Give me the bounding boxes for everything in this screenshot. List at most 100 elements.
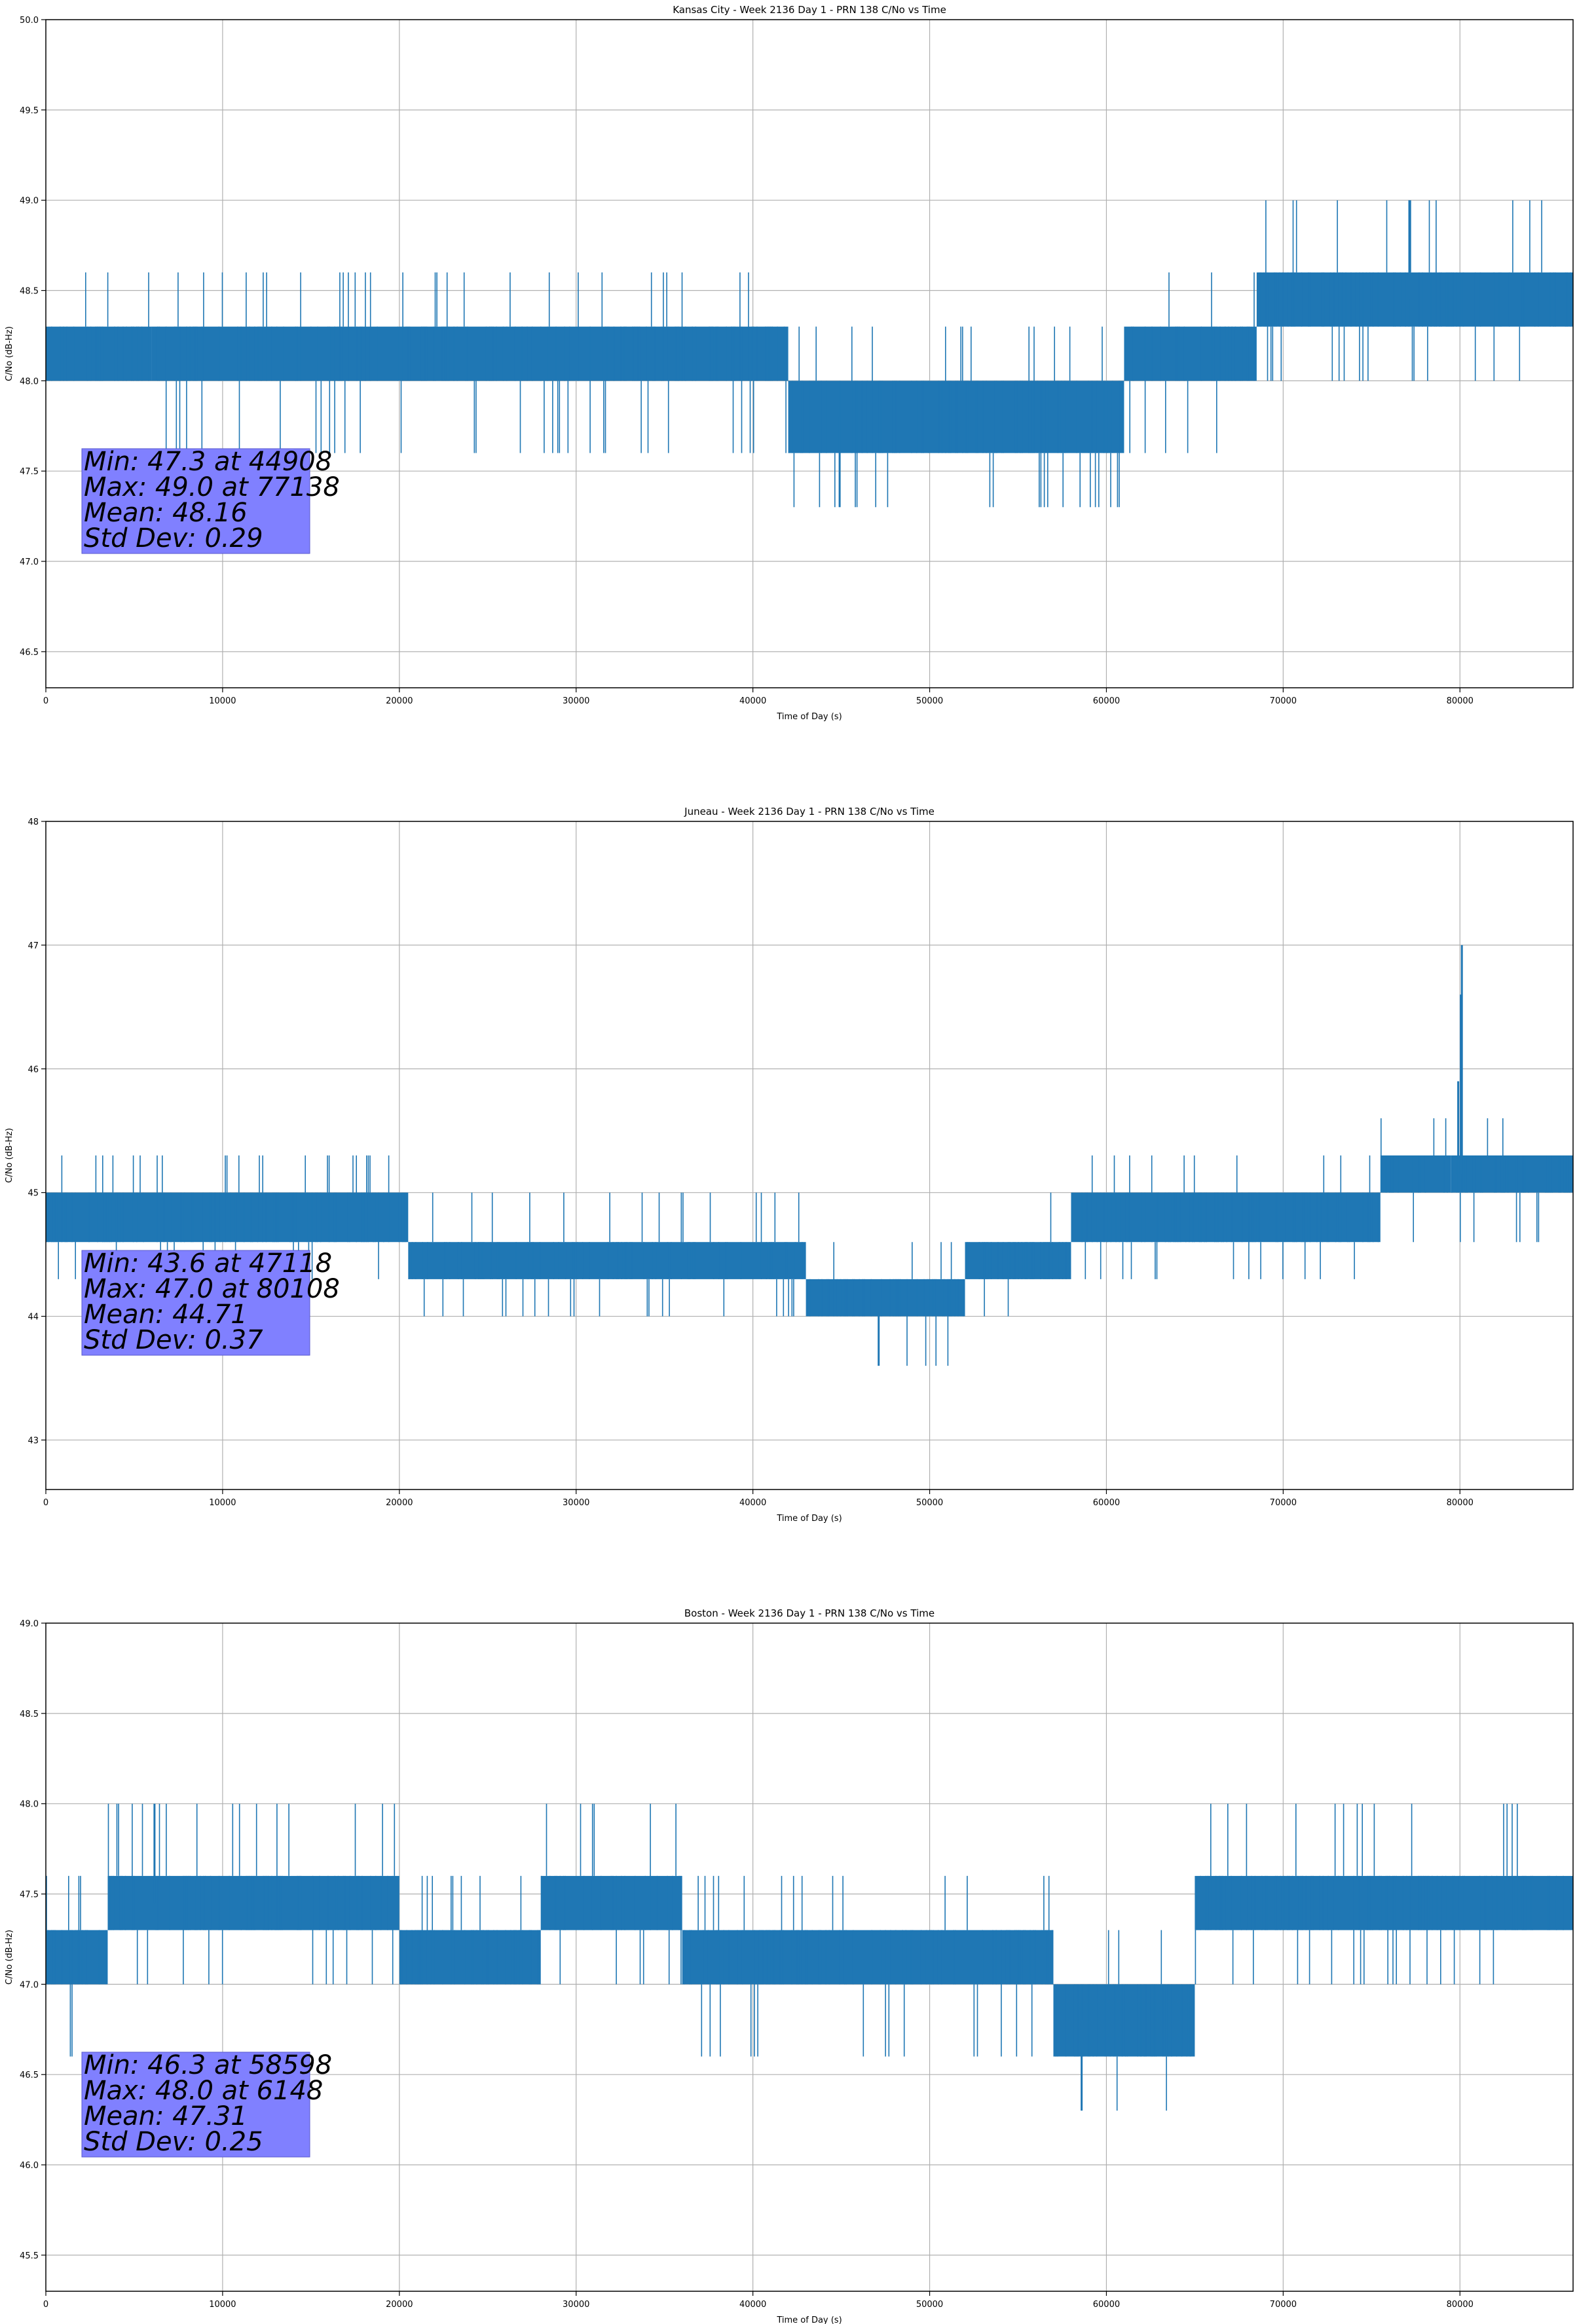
- plot-area: [46, 821, 1573, 1490]
- series-trace: [967, 1192, 1067, 1317]
- series-trace: [1055, 1930, 1191, 2111]
- x-tick-label: 50000: [916, 1498, 943, 1508]
- y-tick-label: 49.0: [20, 1619, 39, 1629]
- x-tick-label: 60000: [1093, 696, 1120, 706]
- x-tick-label: 40000: [739, 1498, 766, 1508]
- series-band: [1380, 1155, 1451, 1193]
- y-axis-label: C/No (dB-Hz): [5, 326, 14, 381]
- stats-line: Max: 48.0 at 6148: [84, 2076, 323, 2106]
- series-band: [1195, 1875, 1573, 1930]
- series-band: [1451, 1155, 1573, 1193]
- series-band: [46, 1192, 409, 1243]
- y-tick-label: 47.0: [20, 1980, 39, 1990]
- y-tick-label: 44: [28, 1313, 39, 1322]
- chart-1: 0 10000 20000 30000 40000 50000 60000 70000 8000…: [5, 4, 1574, 722]
- axes-frame: [45, 1622, 1574, 2292]
- stats-line: Min: 46.3 at 58598: [84, 2050, 332, 2080]
- y-tick-label: 48.5: [20, 287, 39, 297]
- series-trace: [540, 1803, 682, 1985]
- stats-line: Min: 47.3 at 44908: [84, 447, 332, 477]
- x-tick-label: 80000: [1447, 1498, 1474, 1508]
- stats-line: Min: 43.6 at 47118: [84, 1248, 332, 1279]
- series-band: [399, 1930, 541, 1985]
- x-tick-label: 60000: [1093, 2300, 1120, 2310]
- stats-line: Mean: 44.71: [84, 1300, 248, 1330]
- x-tick-label: 0: [43, 1498, 48, 1508]
- chart-title: Kansas City - Week 2136 Day 1 - PRN 138 …: [673, 4, 946, 16]
- y-tick-label: 49.0: [20, 197, 39, 206]
- stats-line: Std Dev: 0.25: [84, 2127, 263, 2157]
- y-tick-label: 47.5: [20, 467, 39, 477]
- x-tick-label: 20000: [386, 2300, 413, 2310]
- x-tick-label: 70000: [1270, 696, 1297, 706]
- x-tick-label: 40000: [739, 696, 766, 706]
- y-tick-label: 45: [28, 1189, 39, 1199]
- series-band: [408, 1242, 806, 1279]
- series-trace: [809, 1242, 964, 1366]
- chart-2: 0 10000 20000 30000 40000 50000 60000 70000 8000…: [5, 806, 1574, 1524]
- y-tick-label: 46: [28, 1065, 39, 1075]
- y-tick-label: 45.5: [20, 2251, 39, 2261]
- series-trace: [1381, 1118, 1448, 1243]
- series-trace: [107, 1803, 396, 1985]
- x-tick-label: 10000: [209, 696, 236, 706]
- stats-line: Std Dev: 0.29: [84, 523, 263, 553]
- chart-title: Boston - Week 2136 Day 1 - PRN 138 C/No …: [684, 1607, 935, 1619]
- x-axis-label: Time of Day (s): [776, 2315, 842, 2324]
- series-trace: [408, 1192, 803, 1317]
- x-tick-label: 30000: [563, 2300, 589, 2310]
- stats-line: Std Dev: 0.37: [84, 1325, 263, 1355]
- series-trace: [1081, 1155, 1379, 1279]
- y-tick-label: 48: [28, 817, 39, 827]
- series-trace: [788, 326, 1120, 508]
- y-axis-label: C/No (dB-Hz): [5, 1128, 14, 1183]
- x-tick-label: 80000: [1447, 2300, 1474, 2310]
- stats-line: Mean: 48.16: [84, 498, 248, 528]
- chart-3: 0 10000 20000 30000 40000 50000 60000 70000 8000…: [5, 1607, 1574, 2324]
- x-axis-label: Time of Day (s): [776, 1514, 842, 1524]
- series-trace: [157, 272, 787, 453]
- series-1: [46, 945, 1573, 1366]
- x-tick-label: 70000: [1270, 2300, 1297, 2310]
- x-tick-label: 30000: [563, 1498, 589, 1508]
- y-tick-label: 46.0: [20, 2161, 39, 2171]
- axes-frame: [45, 821, 1574, 1490]
- chart-title: Juneau - Week 2136 Day 1 - PRN 138 C/No …: [684, 806, 935, 817]
- y-tick-label: 49.5: [20, 106, 39, 116]
- y-tick-label: 47.5: [20, 1890, 39, 1900]
- x-axis-label: Time of Day (s): [776, 712, 842, 722]
- series-band: [682, 1930, 1054, 1985]
- stats-box: [81, 448, 310, 554]
- x-tick-label: 20000: [386, 696, 413, 706]
- series-trace: [1195, 1803, 1564, 1985]
- series-band: [1071, 1192, 1381, 1243]
- y-tick-label: 46.5: [20, 648, 39, 658]
- y-tick-label: 43: [28, 1436, 39, 1446]
- x-tick-label: 70000: [1270, 1498, 1297, 1508]
- series-trace: [399, 1875, 540, 1985]
- y-tick-label: 46.5: [20, 2071, 39, 2080]
- y-tick-label: 47: [28, 941, 39, 951]
- y-tick-label: 48.0: [20, 1800, 39, 1810]
- series-1: [46, 200, 1573, 508]
- x-tick-label: 10000: [209, 1498, 236, 1508]
- y-tick-label: 47.0: [20, 557, 39, 567]
- y-tick-label: 48.0: [20, 377, 39, 386]
- x-tick-label: 0: [43, 696, 48, 706]
- stats-box: [81, 2052, 310, 2158]
- x-tick-label: 40000: [739, 2300, 766, 2310]
- series-band: [1256, 272, 1573, 327]
- x-tick-label: 60000: [1093, 1498, 1120, 1508]
- series-trace: [1129, 272, 1255, 453]
- x-tick-label: 50000: [916, 2300, 943, 2310]
- series-band: [806, 1279, 965, 1317]
- x-tick-label: 80000: [1447, 696, 1474, 706]
- series-trace: [51, 272, 149, 381]
- axes-frame: [45, 19, 1574, 688]
- y-tick-label: 48.5: [20, 1710, 39, 1719]
- x-tick-label: 50000: [916, 696, 943, 706]
